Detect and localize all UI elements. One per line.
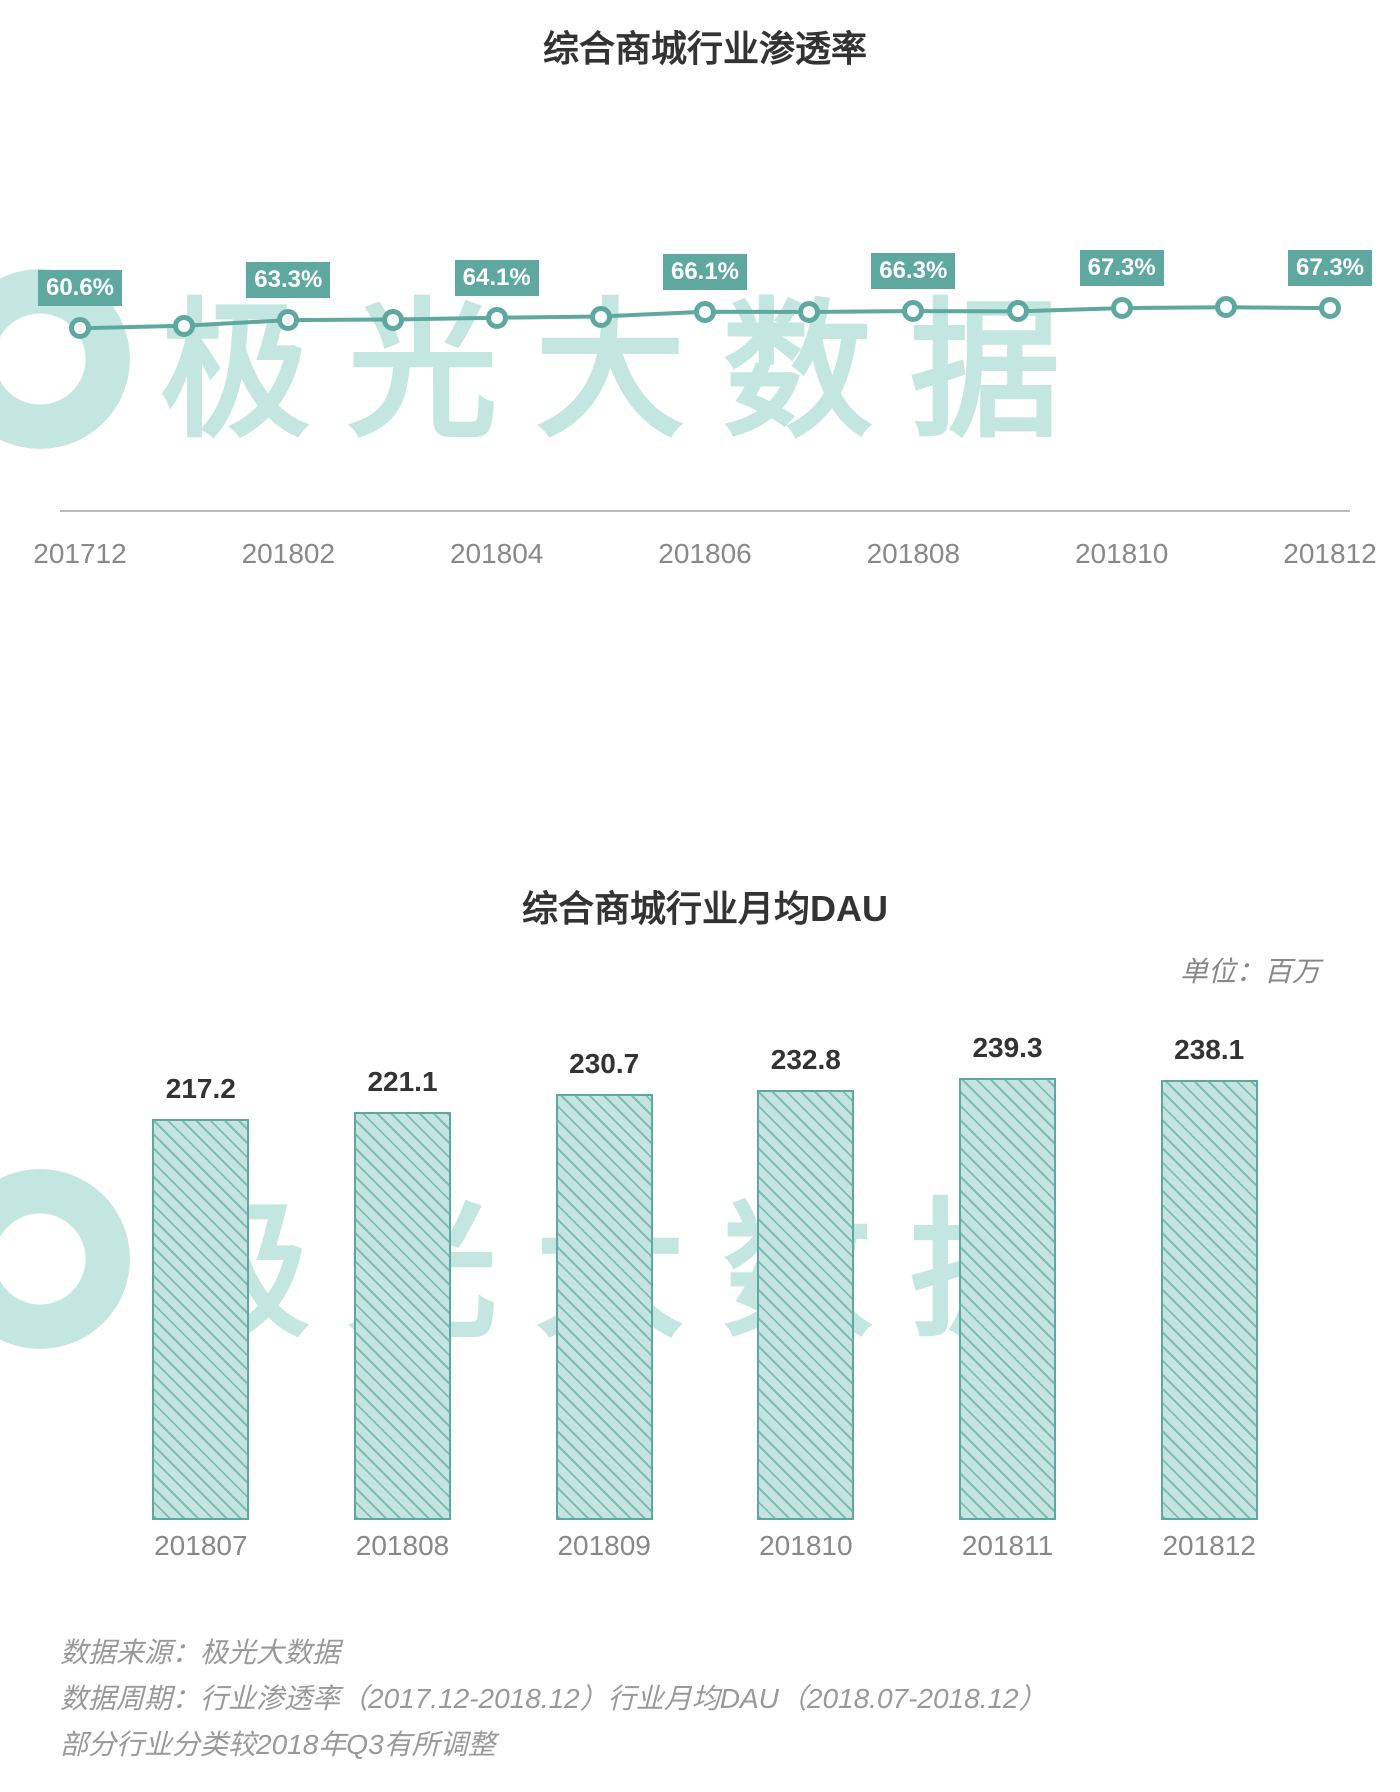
footnote-line: 数据来源：极光大数据 bbox=[60, 1630, 1047, 1676]
chart1-point bbox=[902, 300, 924, 322]
chart2-x-tick: 201809 bbox=[557, 1530, 650, 1562]
chart2-bar bbox=[1161, 1080, 1258, 1520]
chart1-x-tick: 201802 bbox=[242, 538, 335, 570]
footnotes: 数据来源：极光大数据数据周期：行业渗透率（2017.12-2018.12）行业月… bbox=[60, 1630, 1047, 1768]
chart2-title: 综合商城行业月均DAU bbox=[60, 880, 1350, 932]
chart2-x-tick: 201810 bbox=[759, 1530, 852, 1562]
chart1-x-tick: 201806 bbox=[658, 538, 751, 570]
chart1-point bbox=[1215, 296, 1237, 318]
chart2-bar bbox=[757, 1090, 854, 1520]
chart1-point bbox=[1007, 300, 1029, 322]
chart1-point-label: 66.3% bbox=[871, 253, 955, 289]
chart1-point-label: 67.3% bbox=[1288, 250, 1372, 286]
chart2-bar-label: 221.1 bbox=[367, 1066, 437, 1098]
chart2-x-tick: 201808 bbox=[356, 1530, 449, 1562]
chart1-point-label: 63.3% bbox=[246, 262, 330, 298]
chart1-point bbox=[798, 301, 820, 323]
chart1-point-label: 66.1% bbox=[663, 254, 747, 290]
chart1-point bbox=[1111, 297, 1133, 319]
chart2-x-tick: 201812 bbox=[1162, 1530, 1255, 1562]
chart1-point-label: 64.1% bbox=[455, 260, 539, 296]
chart2-bar-label: 238.1 bbox=[1174, 1034, 1244, 1066]
chart1-point bbox=[69, 317, 91, 339]
chart1-point-label: 67.3% bbox=[1080, 250, 1164, 286]
chart1-x-tick: 201812 bbox=[1283, 538, 1376, 570]
chart1-x-tick: 201712 bbox=[33, 538, 126, 570]
chart2-bar-label: 230.7 bbox=[569, 1048, 639, 1080]
footnote-line: 部分行业分类较2018年Q3有所调整 bbox=[60, 1722, 1047, 1768]
chart1-point bbox=[590, 306, 612, 328]
chart1-point bbox=[173, 315, 195, 337]
chart1-point bbox=[1319, 297, 1341, 319]
chart1-point bbox=[486, 307, 508, 329]
chart2-bar bbox=[556, 1094, 653, 1520]
chart2-x-tick: 201811 bbox=[962, 1530, 1053, 1562]
chart1-x-tick: 201810 bbox=[1075, 538, 1168, 570]
chart1-x-tick: 201808 bbox=[867, 538, 960, 570]
chart1-title: 综合商城行业渗透率 bbox=[60, 20, 1350, 72]
chart2-x-tick: 201807 bbox=[154, 1530, 247, 1562]
footnote-line: 数据周期：行业渗透率（2017.12-2018.12）行业月均DAU（2018.… bbox=[60, 1676, 1047, 1722]
chart2-bar bbox=[152, 1119, 249, 1520]
chart2-bar-label: 232.8 bbox=[771, 1044, 841, 1076]
chart2-bar-label: 239.3 bbox=[972, 1032, 1042, 1064]
penetration-line-chart: 综合商城行业渗透率60.6%63.3%64.1%66.1%66.3%67.3%6… bbox=[60, 130, 1350, 560]
chart2-bar bbox=[959, 1078, 1056, 1520]
chart1-point bbox=[694, 301, 716, 323]
chart2-bar-label: 217.2 bbox=[166, 1073, 236, 1105]
chart1-point bbox=[382, 309, 404, 331]
chart1-line-path bbox=[60, 130, 1350, 560]
chart1-point bbox=[277, 309, 299, 331]
chart1-x-tick: 201804 bbox=[450, 538, 543, 570]
chart2-unit: 单位：百万 bbox=[1180, 950, 1320, 990]
chart1-point-label: 60.6% bbox=[38, 270, 122, 306]
chart2-bar bbox=[354, 1112, 451, 1520]
dau-bar-chart: 综合商城行业月均DAU 单位：百万 217.2 201807 221.1 201808 23… bbox=[60, 880, 1350, 1600]
